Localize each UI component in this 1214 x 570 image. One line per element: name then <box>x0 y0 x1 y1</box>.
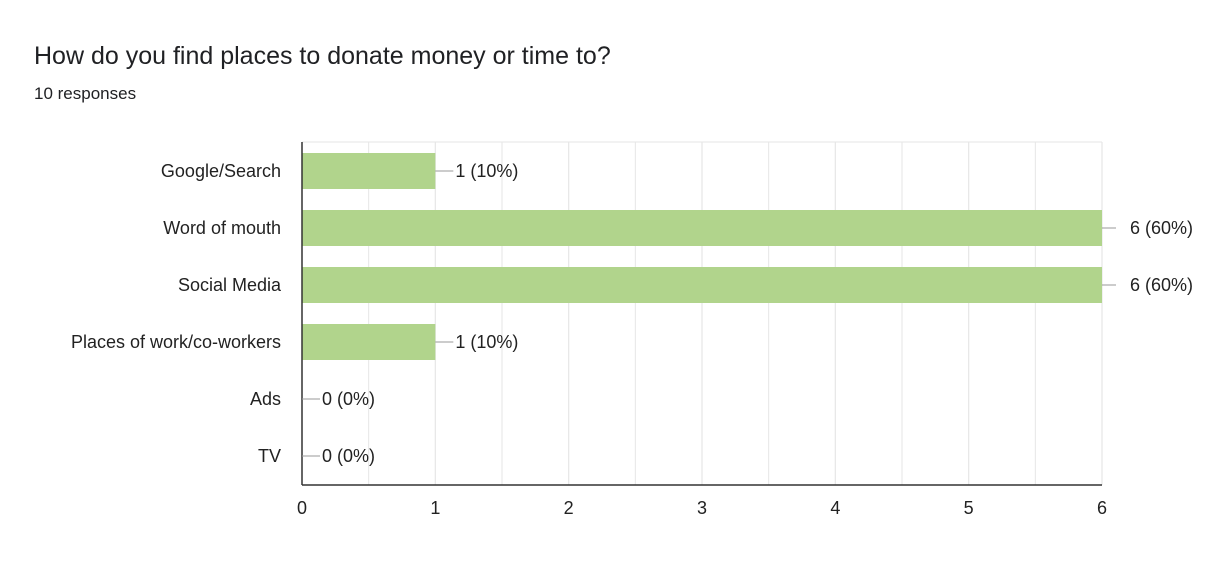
x-tick-label: 0 <box>297 498 307 518</box>
axes: 0 1 2 3 4 5 6 <box>297 142 1107 518</box>
value-label: 1 (10%) <box>455 332 518 352</box>
chart-title: How do you find places to donate money o… <box>34 42 611 70</box>
x-tick-label: 6 <box>1097 498 1107 518</box>
bar <box>302 267 1102 303</box>
labels: Google/Search 1 (10%) Word of mouth 6 (60%)… <box>71 161 1193 466</box>
bars <box>302 153 1102 360</box>
x-tick-label: 4 <box>830 498 840 518</box>
x-tick-label: 3 <box>697 498 707 518</box>
category-label: Google/Search <box>161 161 281 181</box>
value-label: 0 (0%) <box>322 446 375 466</box>
x-tick-label: 1 <box>430 498 440 518</box>
bar <box>302 153 436 189</box>
category-label: TV <box>258 446 281 466</box>
x-tick-label: 2 <box>564 498 574 518</box>
value-label: 1 (10%) <box>455 161 518 181</box>
category-label: Ads <box>250 389 281 409</box>
value-label: 6 (60%) <box>1130 218 1193 238</box>
bar <box>302 210 1102 246</box>
value-label: 0 (0%) <box>322 389 375 409</box>
bar <box>302 324 436 360</box>
grid-lines <box>302 141 1103 485</box>
category-label: Word of mouth <box>163 218 281 238</box>
x-tick-label: 5 <box>964 498 974 518</box>
value-label: 6 (60%) <box>1130 275 1193 295</box>
category-label: Places of work/co-workers <box>71 332 281 352</box>
category-label: Social Media <box>178 275 282 295</box>
response-count: 10 responses <box>34 84 137 103</box>
